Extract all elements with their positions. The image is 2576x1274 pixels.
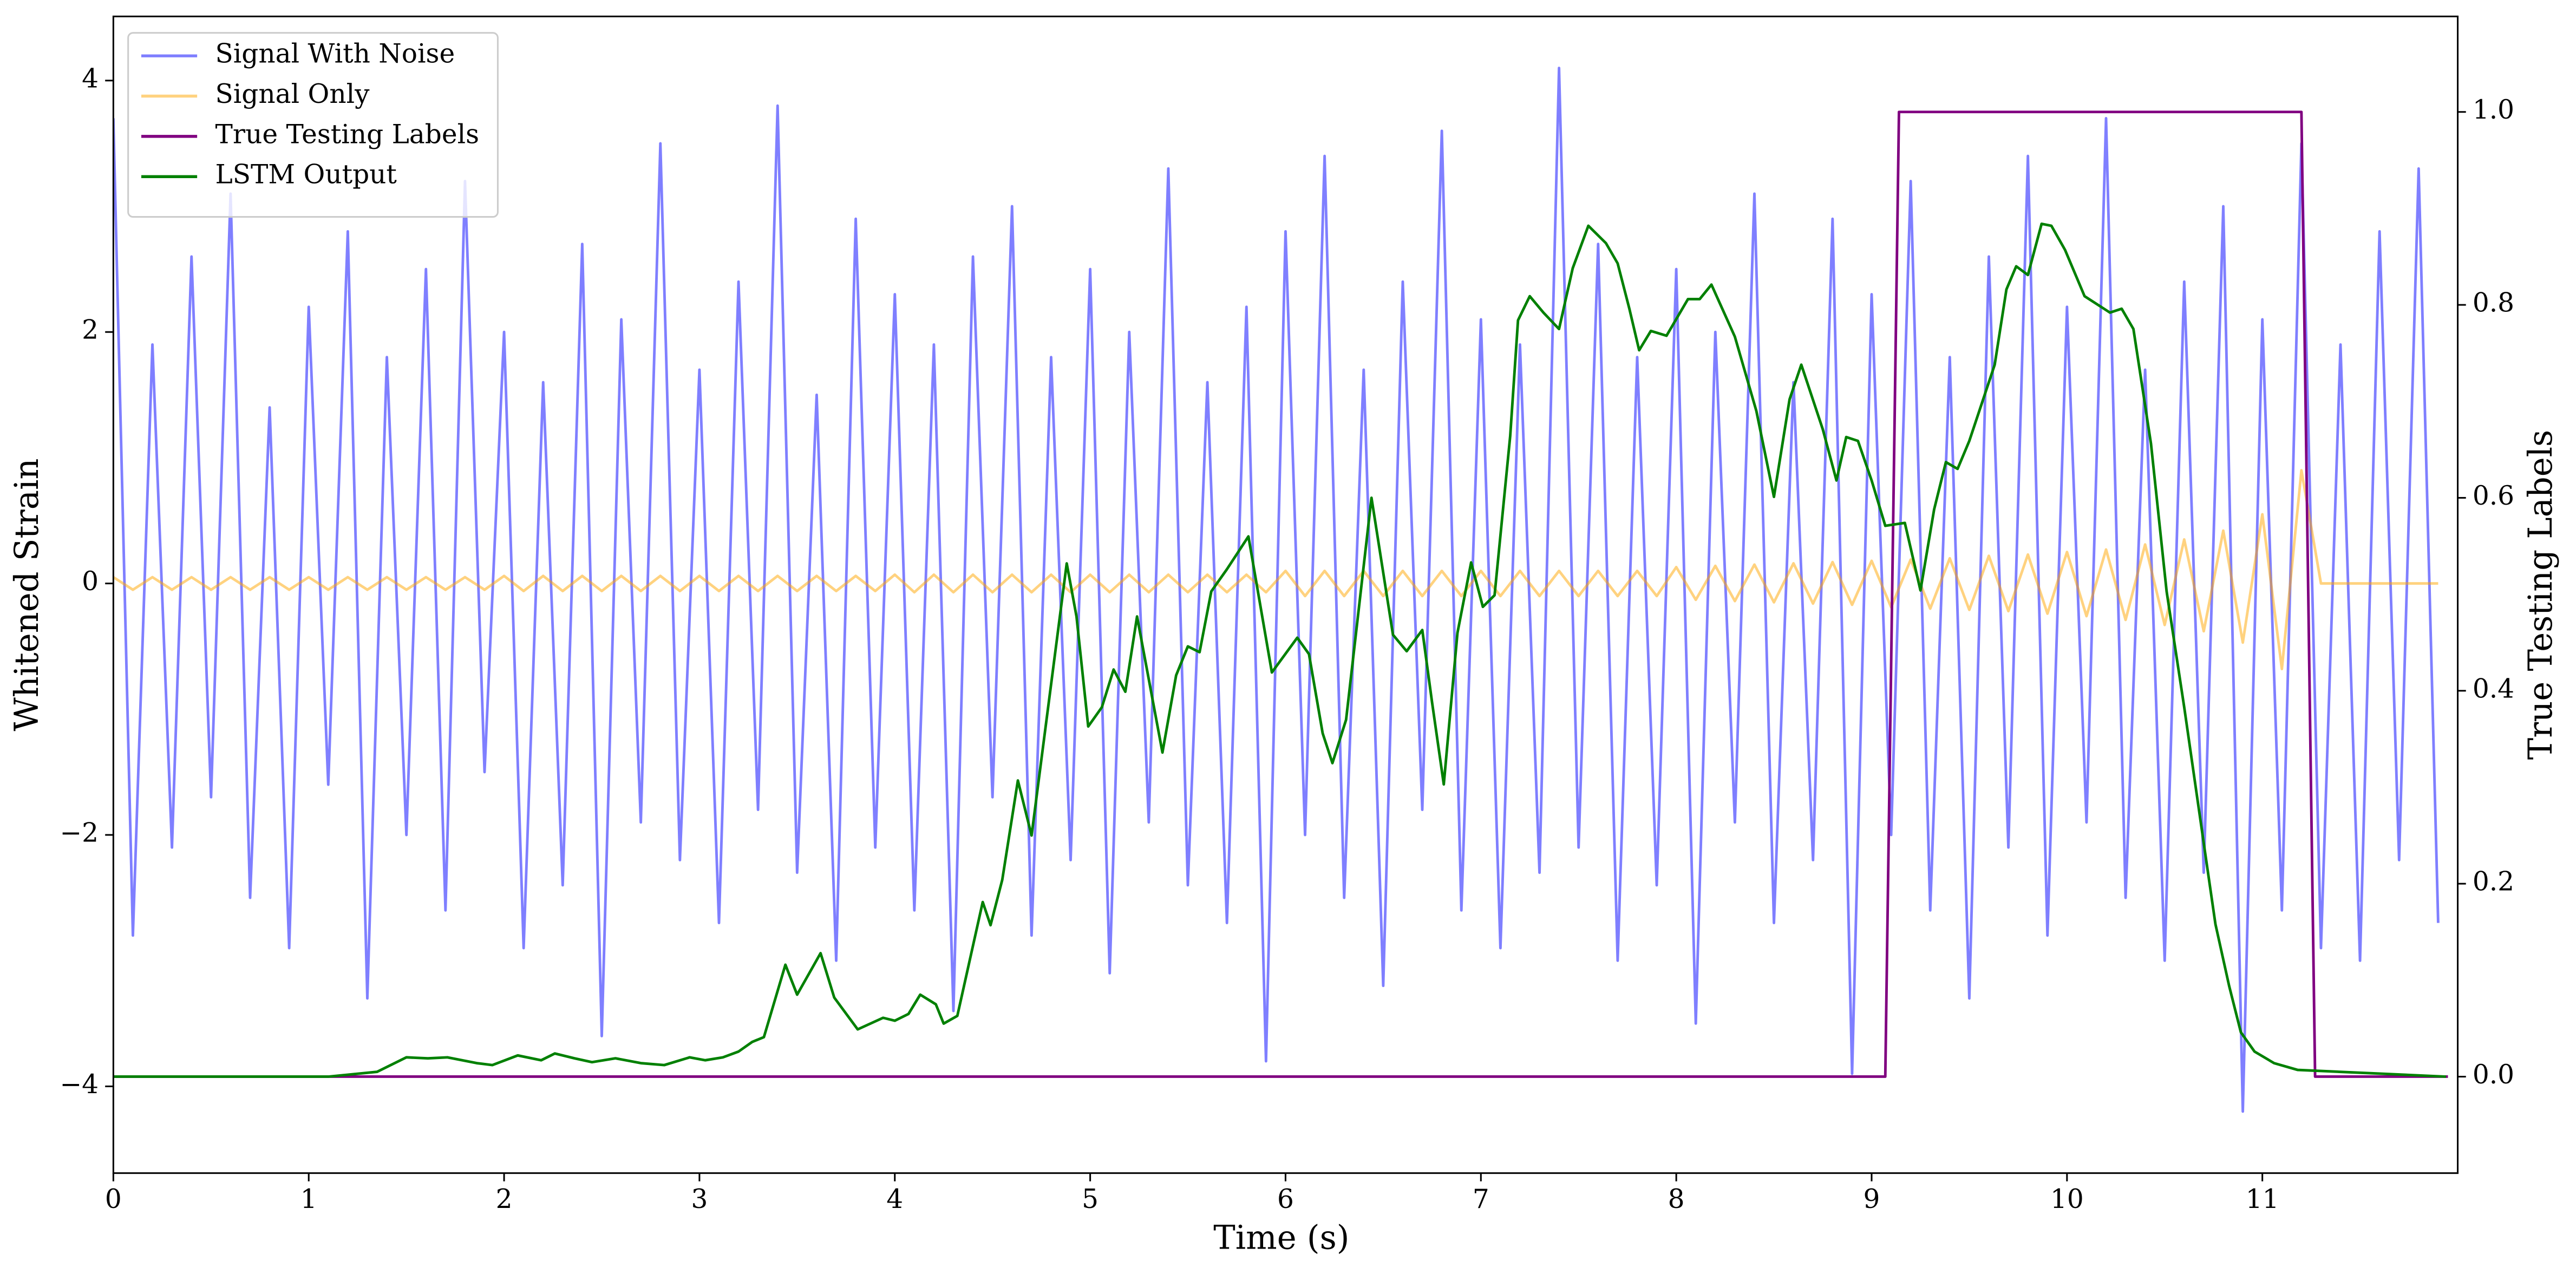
x-tick-label: 2 — [496, 1184, 513, 1214]
legend-label: LSTM Output — [215, 160, 397, 190]
x-axis-label: Time (s) — [1213, 1219, 1349, 1257]
y-tick-label: 4 — [82, 63, 99, 94]
x-tick-label: 10 — [2050, 1184, 2084, 1214]
y-axis-label: Whitened Strain — [8, 459, 46, 731]
legend-label: Signal Only — [215, 79, 370, 109]
y-tick-label: −4 — [60, 1069, 99, 1100]
y2-axis-label: True Testing Labels — [2522, 430, 2560, 760]
x-tick-label: 7 — [1473, 1184, 1489, 1214]
x-tick-label: 8 — [1668, 1184, 1685, 1214]
series-line — [113, 110, 2448, 1078]
y-tick-label: −2 — [60, 818, 99, 848]
x-tick-label: 6 — [1277, 1184, 1294, 1214]
y2-tick-label: 0.0 — [2473, 1060, 2514, 1090]
x-tick-label: 3 — [691, 1184, 708, 1214]
x-tick-label: 0 — [105, 1184, 122, 1214]
legend-label: Signal With Noise — [215, 39, 455, 69]
y-tick-label: 0 — [82, 566, 99, 597]
y2-tick-label: 0.8 — [2473, 288, 2514, 318]
legend: Signal With Noise Signal Only True Testing… — [127, 32, 499, 218]
x-tick-label: 1 — [300, 1184, 317, 1214]
legend-box — [127, 32, 499, 218]
series-line — [113, 223, 2446, 1078]
series-line — [113, 67, 2440, 1113]
x-tick-label: 9 — [1864, 1184, 1880, 1214]
y2-tick-label: 1.0 — [2473, 95, 2514, 125]
y-tick-label: 2 — [82, 315, 99, 345]
x-tick-label: 4 — [886, 1184, 903, 1214]
x-tick-label: 5 — [1082, 1184, 1099, 1214]
y2-tick-label: 0.6 — [2473, 481, 2514, 511]
x-tick-label: 11 — [2246, 1184, 2279, 1214]
legend-label: True Testing Labels — [215, 119, 480, 149]
y2-tick-label: 0.4 — [2473, 674, 2514, 704]
y2-tick-label: 0.2 — [2473, 867, 2514, 897]
series-line — [113, 469, 2438, 670]
